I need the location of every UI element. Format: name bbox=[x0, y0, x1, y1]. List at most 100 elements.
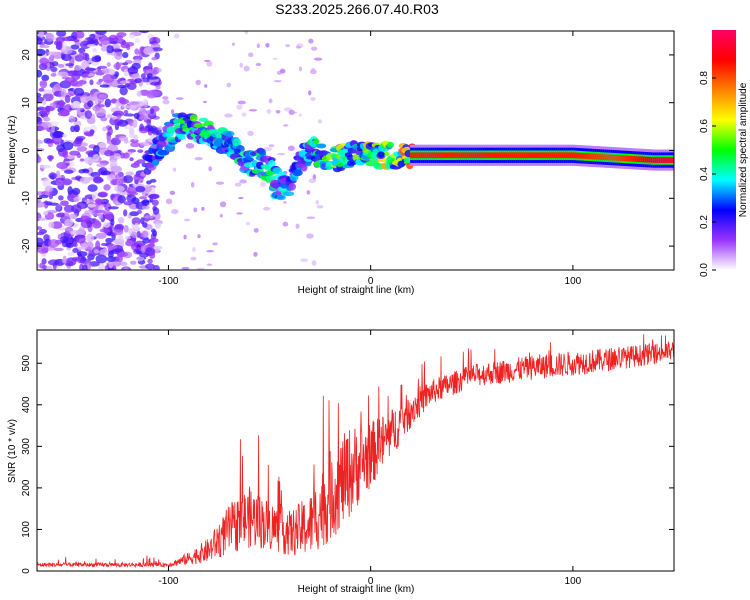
noise-blob bbox=[194, 157, 203, 161]
ridge-blob bbox=[313, 138, 320, 145]
noise-blob bbox=[146, 180, 152, 185]
y-tick-label: 100 bbox=[21, 521, 32, 538]
snr-y-axis-label: SNR (10 * v/v) bbox=[7, 419, 18, 483]
noise-blob bbox=[72, 100, 81, 108]
noise-blob bbox=[60, 88, 67, 98]
noise-blob bbox=[71, 187, 81, 195]
noise-blob bbox=[119, 86, 128, 96]
noise-blob bbox=[142, 222, 148, 228]
noise-blob bbox=[114, 185, 125, 193]
noise-blob bbox=[118, 178, 124, 185]
noise-blob bbox=[37, 231, 45, 236]
ridge-band bbox=[482, 152, 487, 159]
noise-blob bbox=[202, 100, 208, 104]
spectrogram-ridge bbox=[142, 112, 674, 201]
noise-blob bbox=[56, 71, 69, 77]
ridge-band bbox=[509, 152, 513, 159]
noise-blob bbox=[147, 258, 153, 264]
ridge-band bbox=[541, 152, 546, 159]
ridge-band bbox=[412, 152, 416, 159]
ridge-band bbox=[638, 156, 643, 163]
ridge-band bbox=[422, 152, 426, 159]
y-tick-label: 500 bbox=[21, 354, 32, 371]
ridge-band bbox=[488, 152, 493, 159]
ridge-band bbox=[501, 152, 505, 159]
noise-blob bbox=[276, 70, 282, 76]
noise-blob bbox=[106, 114, 113, 119]
noise-blob bbox=[256, 43, 260, 49]
noise-blob bbox=[39, 57, 49, 65]
y-tick-label: 0 bbox=[21, 568, 32, 574]
noise-blob bbox=[306, 190, 311, 195]
ridge-blob bbox=[233, 148, 242, 154]
noise-blob bbox=[253, 228, 259, 233]
noise-blob bbox=[64, 94, 71, 104]
noise-blob bbox=[139, 114, 150, 121]
ridge-band bbox=[575, 152, 580, 159]
noise-blob bbox=[47, 51, 59, 56]
noise-blob bbox=[86, 44, 96, 48]
noise-blob bbox=[62, 149, 69, 159]
noise-blob bbox=[99, 84, 110, 88]
ridge-band bbox=[533, 152, 537, 159]
noise-blob bbox=[133, 134, 139, 141]
noise-blob bbox=[308, 90, 312, 96]
ridge-band bbox=[644, 156, 649, 163]
noise-blob bbox=[311, 260, 317, 266]
ridge-band bbox=[614, 154, 618, 161]
ridge-band bbox=[499, 152, 503, 159]
colorbar-tick-label: 0.6 bbox=[699, 119, 710, 133]
y-tick-label: 200 bbox=[21, 479, 32, 496]
ridge-band bbox=[442, 152, 446, 159]
ridge-band bbox=[493, 152, 497, 159]
noise-blob bbox=[94, 209, 106, 214]
ridge-band bbox=[640, 156, 645, 163]
ridge-band bbox=[565, 152, 570, 159]
ridge-band bbox=[586, 153, 590, 159]
ridge-band bbox=[486, 152, 491, 159]
noise-blob bbox=[113, 62, 122, 70]
noise-blob bbox=[260, 181, 266, 187]
noise-blob bbox=[317, 119, 322, 124]
ridge-band bbox=[563, 152, 568, 159]
noise-blob bbox=[55, 213, 63, 218]
noise-blob bbox=[125, 235, 131, 240]
noise-blob bbox=[78, 79, 87, 85]
noise-blob bbox=[146, 119, 152, 126]
noise-blob bbox=[116, 114, 122, 119]
noise-blob bbox=[60, 200, 69, 206]
ridge-band bbox=[476, 152, 481, 159]
ridge-band bbox=[434, 152, 438, 159]
noise-blob bbox=[109, 159, 118, 167]
noise-blob bbox=[263, 206, 271, 211]
ridge-band bbox=[648, 156, 653, 163]
noise-blob bbox=[72, 247, 79, 254]
y-tick-label: -20 bbox=[21, 238, 32, 253]
noise-blob bbox=[285, 44, 290, 48]
ridge-band bbox=[517, 152, 521, 159]
ridge-blob bbox=[242, 157, 255, 163]
noise-blob bbox=[100, 46, 108, 52]
ridge-band bbox=[454, 152, 459, 159]
ridge-band bbox=[604, 154, 608, 161]
ridge-band bbox=[650, 157, 655, 163]
noise-blob bbox=[63, 169, 74, 174]
noise-blob bbox=[113, 228, 124, 236]
noise-blob bbox=[41, 121, 52, 128]
noise-blob bbox=[241, 112, 247, 117]
noise-blob bbox=[91, 191, 98, 201]
noise-blob bbox=[132, 119, 138, 128]
ridge-band bbox=[448, 152, 453, 159]
noise-blob bbox=[123, 113, 135, 117]
noise-blob bbox=[85, 66, 91, 75]
noise-blob bbox=[295, 223, 300, 229]
ridge-band bbox=[458, 152, 463, 159]
ridge-band bbox=[559, 152, 564, 159]
noise-blob bbox=[138, 31, 150, 34]
y-tick-label: 20 bbox=[21, 49, 32, 61]
ridge-band bbox=[557, 152, 562, 159]
noise-blob bbox=[175, 97, 184, 100]
noise-blob bbox=[300, 258, 309, 263]
noise-blob bbox=[143, 215, 155, 219]
x-tick-label: 100 bbox=[565, 576, 582, 587]
